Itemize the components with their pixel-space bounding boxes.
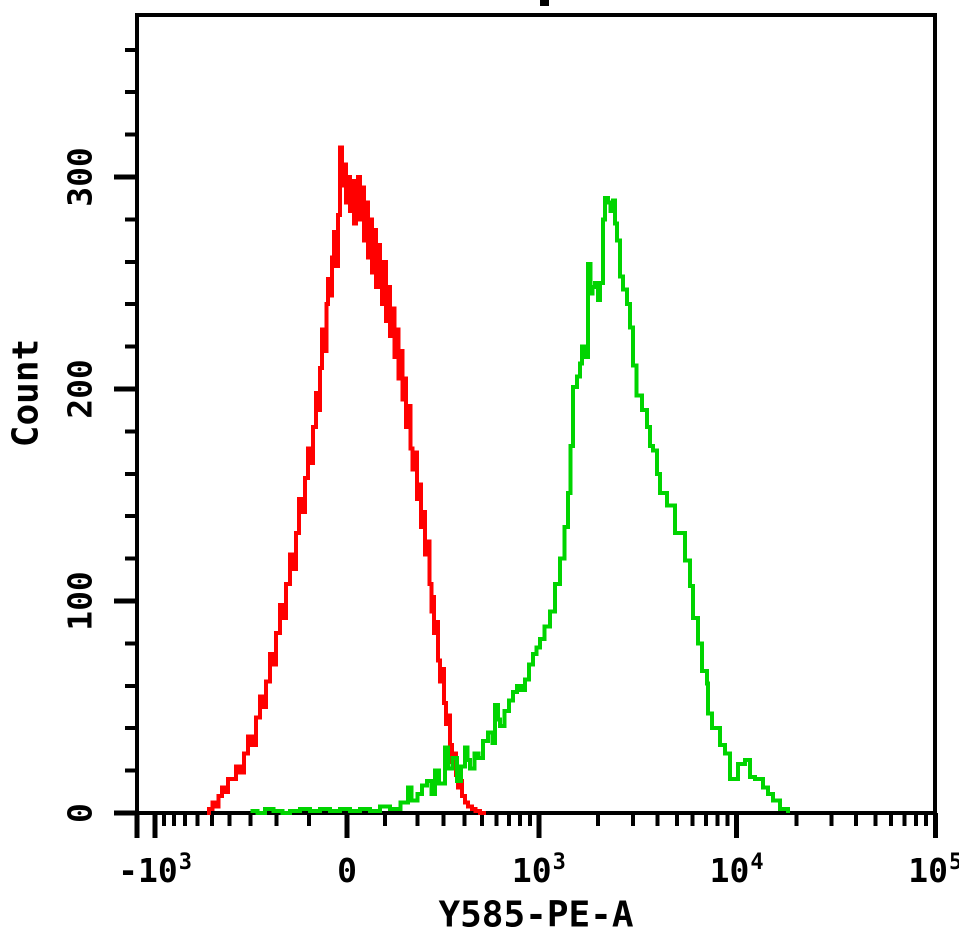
- y-tick-label: 100: [60, 571, 100, 631]
- x-tick-label: 103: [511, 850, 566, 890]
- green-histogram-curve: [250, 196, 790, 815]
- cropped-title-fragment: [540, 0, 549, 6]
- x-tick-label: 105: [908, 850, 959, 890]
- y-axis-title: Count: [5, 338, 47, 448]
- x-tick-label: -103: [118, 850, 193, 890]
- x-tick-label: 0: [337, 851, 357, 890]
- y-tick-label: 200: [60, 359, 100, 419]
- y-tick-label: 300: [60, 147, 100, 207]
- x-axis-title: Y585-PE-A: [438, 894, 634, 936]
- x-tick-label: 104: [709, 850, 764, 890]
- y-tick-label: 0: [60, 803, 100, 823]
- red-histogram-curve: [206, 145, 486, 815]
- plot-frame: [135, 13, 937, 815]
